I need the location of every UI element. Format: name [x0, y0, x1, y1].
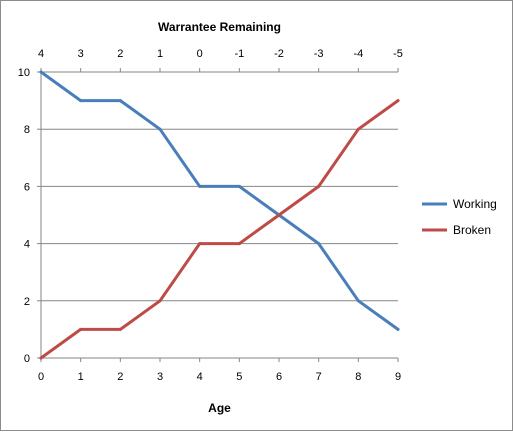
x-top-tick-label-0: 4 [38, 48, 44, 60]
legend-label-working: Working [453, 197, 497, 211]
x-top-tick-label-1: 3 [78, 48, 84, 60]
x-tick-label-5: 5 [236, 371, 242, 383]
x-tick-label-4: 4 [197, 371, 203, 383]
x-top-tick-label-6: -2 [274, 48, 284, 60]
data-point-working-4 [198, 184, 202, 188]
data-point-working-8 [356, 299, 360, 303]
data-point-working-0 [39, 70, 43, 74]
x-tick-label-6: 6 [276, 371, 282, 383]
data-point-working-5 [237, 184, 241, 188]
x-tick-label-9: 9 [395, 371, 401, 383]
data-point-broken-0 [39, 356, 43, 360]
x-top-tick-label-5: -1 [234, 48, 244, 60]
y-tick-label-2: 2 [24, 296, 30, 308]
series-line-working [39, 70, 400, 331]
x-top-tick-label-2: 2 [117, 48, 123, 60]
y-tick-label-8: 8 [24, 124, 30, 136]
tick-marks [37, 68, 399, 362]
data-point-broken-3 [158, 299, 162, 303]
data-point-broken-1 [79, 327, 83, 331]
x-top-tick-label-7: -3 [314, 48, 324, 60]
y-tick-labels: 0 2 4 6 8 10 [18, 67, 30, 365]
axes [40, 71, 398, 359]
data-point-broken-9 [396, 99, 400, 103]
x-top-tick-labels: 4 3 2 1 0 -1 -2 -3 -4 -5 [38, 48, 403, 60]
data-point-broken-7 [317, 184, 321, 188]
data-point-working-3 [158, 127, 162, 131]
x-tick-label-3: 3 [157, 371, 163, 383]
x-tick-labels: 0 1 2 3 4 5 6 7 8 9 [38, 371, 401, 383]
x-tick-label-8: 8 [355, 371, 361, 383]
y-tick-label-6: 6 [24, 181, 30, 193]
series-line-broken [39, 99, 400, 360]
data-point-broken-2 [118, 327, 122, 331]
x-top-tick-label-3: 1 [157, 48, 163, 60]
x-top-tick-label-4: 0 [197, 48, 203, 60]
data-point-broken-5 [237, 242, 241, 246]
data-point-broken-8 [356, 127, 360, 131]
data-point-working-9 [396, 327, 400, 331]
x-top-tick-label-8: -4 [353, 48, 363, 60]
x-top-tick-label-9: -5 [393, 48, 403, 60]
y-tick-label-4: 4 [24, 239, 30, 251]
data-point-working-1 [79, 99, 83, 103]
x-axis-title: Age [208, 401, 231, 415]
data-point-broken-4 [198, 242, 202, 246]
x-tick-label-0: 0 [38, 371, 44, 383]
x-tick-label-7: 7 [316, 371, 322, 383]
data-point-working-7 [317, 242, 321, 246]
data-point-broken-6 [277, 213, 281, 217]
y-tick-label-0: 0 [24, 353, 30, 365]
series-lines [39, 70, 400, 360]
data-point-working-2 [118, 99, 122, 103]
legend: Working Broken [422, 197, 497, 237]
x-top-axis-title: Warrantee Remaining [158, 20, 281, 34]
legend-label-broken: Broken [453, 223, 491, 237]
x-tick-label-2: 2 [117, 371, 123, 383]
x-tick-label-1: 1 [78, 371, 84, 383]
y-tick-label-10: 10 [18, 67, 30, 79]
